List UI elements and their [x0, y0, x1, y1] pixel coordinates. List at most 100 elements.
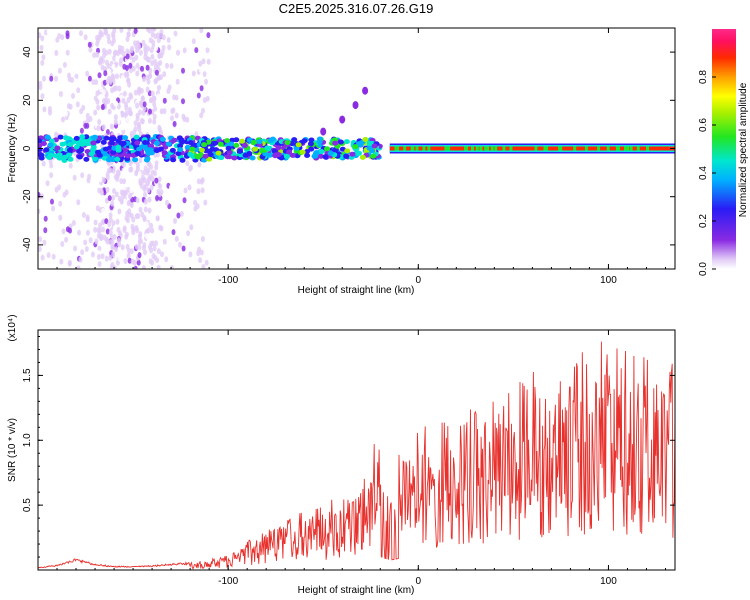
- spectrogram-speckle: [188, 251, 193, 258]
- spectrogram-speckle: [85, 70, 90, 77]
- spectrogram-speckle: [162, 71, 167, 78]
- spectrogram-speckle: [85, 214, 90, 221]
- spectrogram-band-blob: [95, 149, 101, 155]
- spectrogram-band-blob: [327, 150, 334, 156]
- spectrogram-speckle: [193, 199, 198, 206]
- spectrogram-speckle: [107, 68, 112, 75]
- colorbar-tick-label: 0.6: [698, 118, 709, 132]
- spectrogram-speckle: [96, 104, 101, 111]
- spectrogram-band-blob: [195, 154, 202, 160]
- spectrogram-speckle: [99, 233, 104, 240]
- spectrogram-band-blob: [62, 135, 69, 141]
- spectrogram-speckle: [146, 78, 151, 85]
- chart-title: C2E5.2025.316.07.26.G19: [279, 1, 434, 16]
- spectrogram-band-blob: [184, 144, 191, 150]
- spectrogram-speckle: [97, 245, 102, 252]
- spectrogram-x-axis-label: Height of straight line (km): [298, 285, 415, 296]
- snr-y-tick-label: 1.5: [22, 368, 33, 382]
- spectrogram-speckle: [136, 121, 141, 128]
- spectrogram-speckle: [51, 253, 56, 260]
- spectrogram-speckle: [111, 31, 115, 38]
- spectrogram-speckle: [181, 98, 185, 105]
- spectrogram-speckle: [175, 78, 180, 85]
- spectrogram-speckle: [145, 95, 150, 102]
- carrier-gap: [484, 146, 488, 151]
- spectrogram-marks: [38, 28, 675, 269]
- spectrogram-speckle: [42, 106, 47, 113]
- spectrogram-band-blob: [256, 139, 263, 145]
- carrier-gap: [490, 146, 494, 151]
- spectrogram-band-blob: [169, 147, 176, 153]
- spectrogram-speckle: [181, 67, 185, 74]
- spectrogram-speckle: [167, 44, 172, 51]
- spectrogram-arc-blob: [352, 101, 359, 110]
- spectrogram-speckle: [149, 247, 154, 254]
- spectrogram-band-blob: [228, 141, 235, 147]
- spectrogram-speckle: [111, 37, 116, 44]
- spectrogram-x-tick-label: -100: [218, 275, 238, 286]
- spectrogram-speckle: [194, 131, 199, 138]
- spectrogram-speckle: [145, 101, 150, 108]
- spectrogram-speckle: [201, 58, 206, 65]
- spectrogram-speckle: [125, 70, 129, 77]
- spectrogram-band-blob: [370, 153, 377, 159]
- spectrogram-speckle: [107, 48, 112, 55]
- spectrogram-band-blob: [122, 135, 129, 141]
- spectrogram-speckle: [146, 187, 151, 194]
- spectrogram-speckle: [137, 171, 142, 178]
- spectrogram-speckle: [113, 100, 118, 107]
- spectrogram-speckle: [112, 234, 117, 240]
- carrier-gap: [597, 146, 601, 151]
- spectrogram-speckle: [119, 198, 124, 205]
- spectrogram-band-blob: [153, 148, 160, 154]
- spectrogram-speckle: [100, 253, 105, 260]
- snr-x-axis-label: Height of straight line (km): [298, 585, 415, 596]
- spectrogram-speckle: [54, 50, 59, 56]
- spectrogram-speckle: [105, 174, 110, 181]
- spectrogram-speckle: [127, 106, 132, 113]
- spectrogram-ticks: -100 0 100 -40 -20 0 20 40: [22, 28, 675, 286]
- spectrogram-band-blob: [289, 152, 296, 158]
- carrier-gap: [573, 146, 577, 151]
- spectrogram-speckle: [129, 187, 134, 193]
- spectrogram-speckle: [38, 246, 42, 252]
- spectrogram-speckle: [143, 191, 147, 198]
- spectrogram-band-blob: [108, 140, 115, 146]
- spectrogram-speckle: [188, 165, 193, 172]
- spectrogram-speckle: [115, 218, 120, 225]
- spectrogram-speckle: [129, 202, 134, 209]
- spectrogram-speckle: [197, 246, 202, 253]
- spectrogram-speckle: [101, 207, 106, 214]
- spectrogram-speckle: [139, 183, 144, 189]
- spectrogram-speckle: [109, 123, 114, 130]
- spectrogram-band-blob: [88, 151, 95, 157]
- spectrogram-speckle: [154, 164, 159, 171]
- spectrogram-speckle: [133, 28, 138, 34]
- spectrogram-speckle: [124, 101, 128, 108]
- spectrogram-band-blob: [318, 149, 325, 155]
- colorbar-tick-label: 0.8: [698, 70, 709, 84]
- spectrogram-band-blob: [225, 145, 232, 151]
- spectrogram-speckle: [75, 101, 80, 108]
- spectrogram-band-blob: [100, 139, 107, 145]
- spectrogram-speckle: [152, 101, 157, 108]
- spectrogram-band-blob: [269, 136, 276, 142]
- spectrogram-speckle: [147, 196, 152, 203]
- spectrogram-speckle: [196, 92, 201, 99]
- spectrogram-speckle: [76, 199, 81, 206]
- spectrogram-speckle: [165, 199, 169, 206]
- spectrogram-speckle: [118, 60, 123, 67]
- spectrogram-speckle: [170, 265, 174, 269]
- spectrogram-speckle: [114, 191, 119, 198]
- spectrogram-speckle: [118, 48, 123, 55]
- carrier-gap: [470, 146, 474, 151]
- spectrogram-speckle: [73, 252, 78, 259]
- spectrogram-speckle: [102, 234, 107, 241]
- spectrogram-speckle: [97, 227, 102, 234]
- spectrogram-speckle: [40, 93, 45, 100]
- spectrogram-speckle: [199, 112, 204, 119]
- spectrogram-arc-blob: [362, 86, 369, 95]
- spectrogram-speckle: [138, 178, 143, 184]
- spectrogram-speckle: [105, 129, 110, 135]
